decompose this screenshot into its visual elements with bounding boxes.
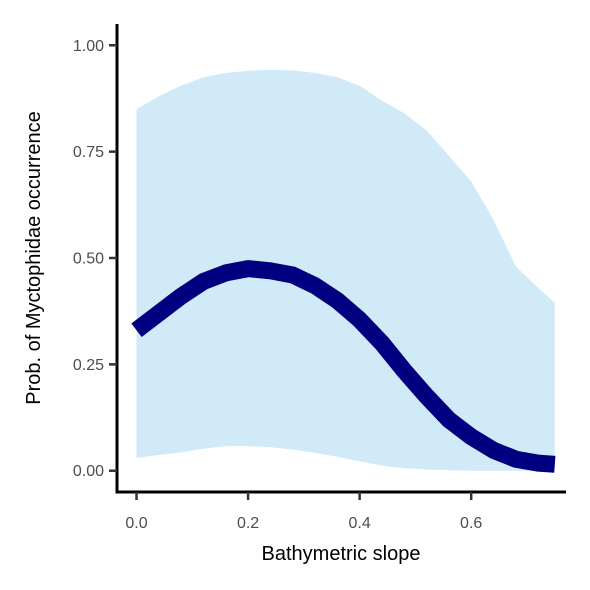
x-tick-label: 0.4 xyxy=(349,515,371,532)
x-axis-title: Bathymetric slope xyxy=(262,543,421,565)
y-axis-title: Prob. of Myctophidae occurrence xyxy=(23,111,45,405)
y-tick-label: 0.75 xyxy=(73,144,104,161)
y-tick-label: 0.50 xyxy=(73,251,104,268)
y-tick-label: 0.00 xyxy=(73,463,104,480)
confidence-ribbon-layer xyxy=(136,69,555,471)
fitted-probability-line xyxy=(131,260,556,473)
fitted-line-layer xyxy=(131,260,556,473)
axes: 0.00 0.25 0.50 0.75 1.00 0.0 0.2 0.4 0.6 xyxy=(73,24,566,532)
x-tick-label: 0.2 xyxy=(237,515,259,532)
x-tick-label: 0.6 xyxy=(460,515,482,532)
y-tick-label: 1.00 xyxy=(73,38,104,55)
x-tick-label: 0.0 xyxy=(125,515,147,532)
y-tick-label: 0.25 xyxy=(73,357,104,374)
confidence-ribbon xyxy=(136,69,555,471)
